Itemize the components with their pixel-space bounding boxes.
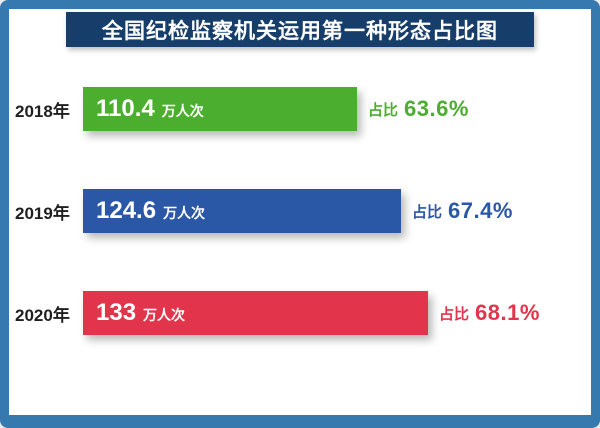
percent-value: 68.1%: [475, 300, 540, 325]
bar-value: 124.6: [96, 197, 157, 224]
bar-2018: 110.4 万人次: [83, 87, 357, 131]
year-label: 2020年: [15, 305, 70, 325]
bar-unit: 万人次: [161, 103, 204, 119]
percent-label: 占比: [368, 101, 399, 119]
chart-panel: 全国纪检监察机关运用第一种形态占比图 2018年 110.4 万人次 占比 63…: [9, 9, 591, 415]
percent-group-2020: 占比 68.1%: [439, 300, 540, 326]
percent-label: 占比: [439, 305, 470, 323]
chart-title-banner: 全国纪检监察机关运用第一种形态占比图: [66, 12, 534, 47]
bar-unit: 万人次: [143, 307, 186, 323]
percent-value: 67.4%: [448, 198, 513, 223]
percent-group-2019: 占比 67.4%: [412, 198, 513, 224]
year-label: 2019年: [15, 203, 70, 223]
bar-value: 110.4: [96, 95, 155, 122]
bar-2020: 133 万人次: [83, 291, 428, 335]
percent-group-2018: 占比 63.6%: [368, 96, 469, 122]
bar-row-2020: 2020年 133 万人次 占比 68.1%: [9, 291, 591, 335]
bar-row-2019: 2019年 124.6 万人次 占比 67.4%: [9, 189, 591, 233]
bar-value: 133: [96, 299, 137, 326]
bar-unit: 万人次: [163, 205, 206, 221]
percent-value: 63.6%: [404, 96, 469, 121]
chart-title: 全国纪检监察机关运用第一种形态占比图: [102, 19, 498, 43]
percent-label: 占比: [412, 203, 443, 221]
bar-2019: 124.6 万人次: [83, 189, 401, 233]
bar-row-2018: 2018年 110.4 万人次 占比 63.6%: [9, 87, 591, 131]
year-label: 2018年: [15, 101, 70, 121]
